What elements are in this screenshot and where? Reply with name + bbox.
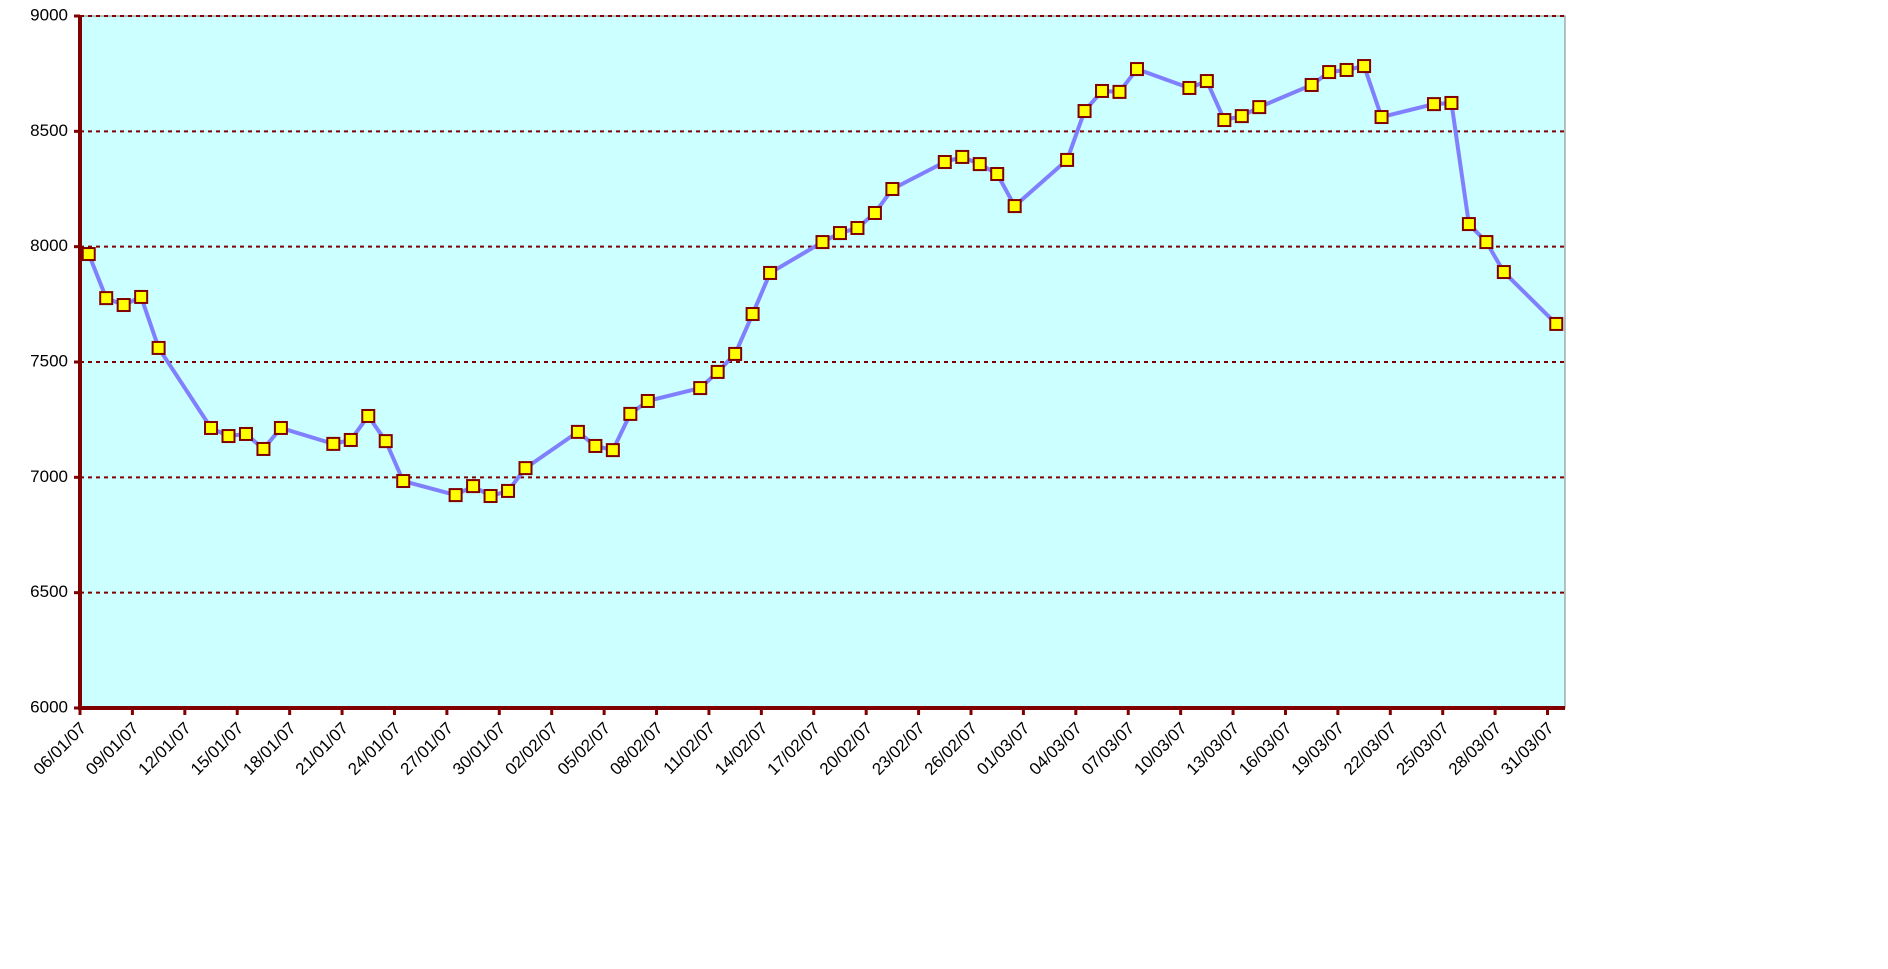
data-marker <box>1077 104 1092 119</box>
y-tick-label: 9000 <box>30 5 68 24</box>
data-marker <box>326 436 341 451</box>
data-marker <box>1304 77 1319 92</box>
data-marker <box>448 488 463 503</box>
data-marker <box>518 461 533 476</box>
data-marker <box>81 247 96 262</box>
y-tick-label: 8000 <box>30 236 68 255</box>
data-marker <box>990 167 1005 182</box>
data-marker <box>238 426 253 441</box>
x-tick-label: 27/01/07 <box>397 719 457 779</box>
x-tick-label: 24/01/07 <box>344 719 404 779</box>
data-marker <box>483 489 498 504</box>
data-marker <box>623 406 638 421</box>
x-tick-label: 21/01/07 <box>292 719 352 779</box>
data-marker <box>273 420 288 435</box>
data-marker <box>1252 100 1267 115</box>
data-marker <box>850 220 865 235</box>
data-marker <box>640 393 655 408</box>
x-tick-label: 11/02/07 <box>660 719 719 778</box>
y-tick-label: 7500 <box>30 351 68 370</box>
x-tick-label: 07/03/07 <box>1078 719 1138 779</box>
data-marker <box>1461 217 1476 232</box>
data-marker <box>1357 59 1372 74</box>
x-tick-label: 23/02/07 <box>868 719 928 779</box>
data-marker <box>1217 113 1232 128</box>
x-tick-label: 14/02/07 <box>711 719 771 779</box>
data-marker <box>221 429 236 444</box>
x-tick-label: 12/01/07 <box>135 719 195 779</box>
data-marker <box>99 291 114 306</box>
x-tick-label: 28/03/07 <box>1445 719 1505 779</box>
data-marker <box>867 205 882 220</box>
data-marker <box>605 443 620 458</box>
x-tick-label: 13/03/07 <box>1183 719 1243 779</box>
x-tick-label: 02/02/07 <box>501 719 561 779</box>
x-tick-label: 25/03/07 <box>1392 719 1452 779</box>
data-marker <box>1007 199 1022 214</box>
y-tick-label: 6500 <box>30 582 68 601</box>
data-marker <box>763 265 778 280</box>
x-tick-label: 09/01/07 <box>82 719 142 779</box>
data-marker <box>972 157 987 172</box>
data-marker <box>1496 265 1511 280</box>
data-marker <box>204 420 219 435</box>
x-tick-label: 01/03/07 <box>973 719 1033 779</box>
y-tick-label: 7000 <box>30 467 68 486</box>
x-tick-label: 30/01/07 <box>449 719 509 779</box>
data-marker <box>1374 110 1389 125</box>
data-marker <box>1322 65 1337 80</box>
data-marker <box>1182 80 1197 95</box>
data-marker <box>937 155 952 170</box>
data-marker <box>1112 84 1127 99</box>
data-marker <box>466 479 481 494</box>
x-tick-label: 15/01/07 <box>187 719 247 779</box>
data-marker <box>378 434 393 449</box>
x-tick-label: 16/03/07 <box>1235 719 1295 779</box>
x-tick-label: 31/03/07 <box>1497 719 1557 779</box>
x-tick-label: 06/01/07 <box>30 719 90 779</box>
x-tick-label: 26/02/07 <box>921 719 981 779</box>
data-marker <box>885 182 900 196</box>
x-tick-label: 05/02/07 <box>554 719 614 779</box>
x-tick-label: 22/03/07 <box>1340 719 1400 779</box>
data-marker <box>570 424 585 439</box>
data-marker <box>815 235 830 250</box>
data-marker <box>134 289 149 304</box>
data-marker <box>501 483 516 498</box>
data-marker <box>1549 316 1564 331</box>
x-tick-label: 08/02/07 <box>606 719 666 779</box>
data-marker <box>256 441 271 456</box>
data-marker <box>396 474 411 489</box>
data-marker <box>1095 83 1110 98</box>
data-marker <box>710 364 725 379</box>
data-marker <box>1199 74 1214 89</box>
data-marker <box>693 381 708 396</box>
data-marker <box>1426 97 1441 112</box>
x-tick-label: 17/02/07 <box>764 719 824 779</box>
data-marker <box>151 340 166 355</box>
data-marker <box>361 408 376 423</box>
x-tick-label: 20/02/07 <box>816 719 876 779</box>
data-marker <box>1060 152 1075 167</box>
x-tick-label: 04/03/07 <box>1026 719 1086 779</box>
data-marker <box>832 226 847 241</box>
data-marker <box>343 432 358 447</box>
data-marker <box>1129 62 1144 77</box>
data-marker <box>728 346 743 361</box>
x-tick-label: 10/03/07 <box>1130 719 1190 779</box>
y-tick-label: 6000 <box>30 697 68 716</box>
y-tick-label: 8500 <box>30 121 68 140</box>
data-marker <box>1444 95 1459 110</box>
data-marker <box>955 149 970 164</box>
data-marker <box>1339 62 1354 77</box>
data-marker <box>116 298 131 313</box>
x-tick-label: 19/03/07 <box>1288 719 1348 779</box>
data-marker <box>745 307 760 322</box>
data-marker <box>588 438 603 453</box>
data-marker <box>1234 109 1249 124</box>
plot-area <box>79 15 1566 709</box>
data-marker <box>1479 235 1494 250</box>
x-tick-label: 18/01/07 <box>239 719 299 779</box>
